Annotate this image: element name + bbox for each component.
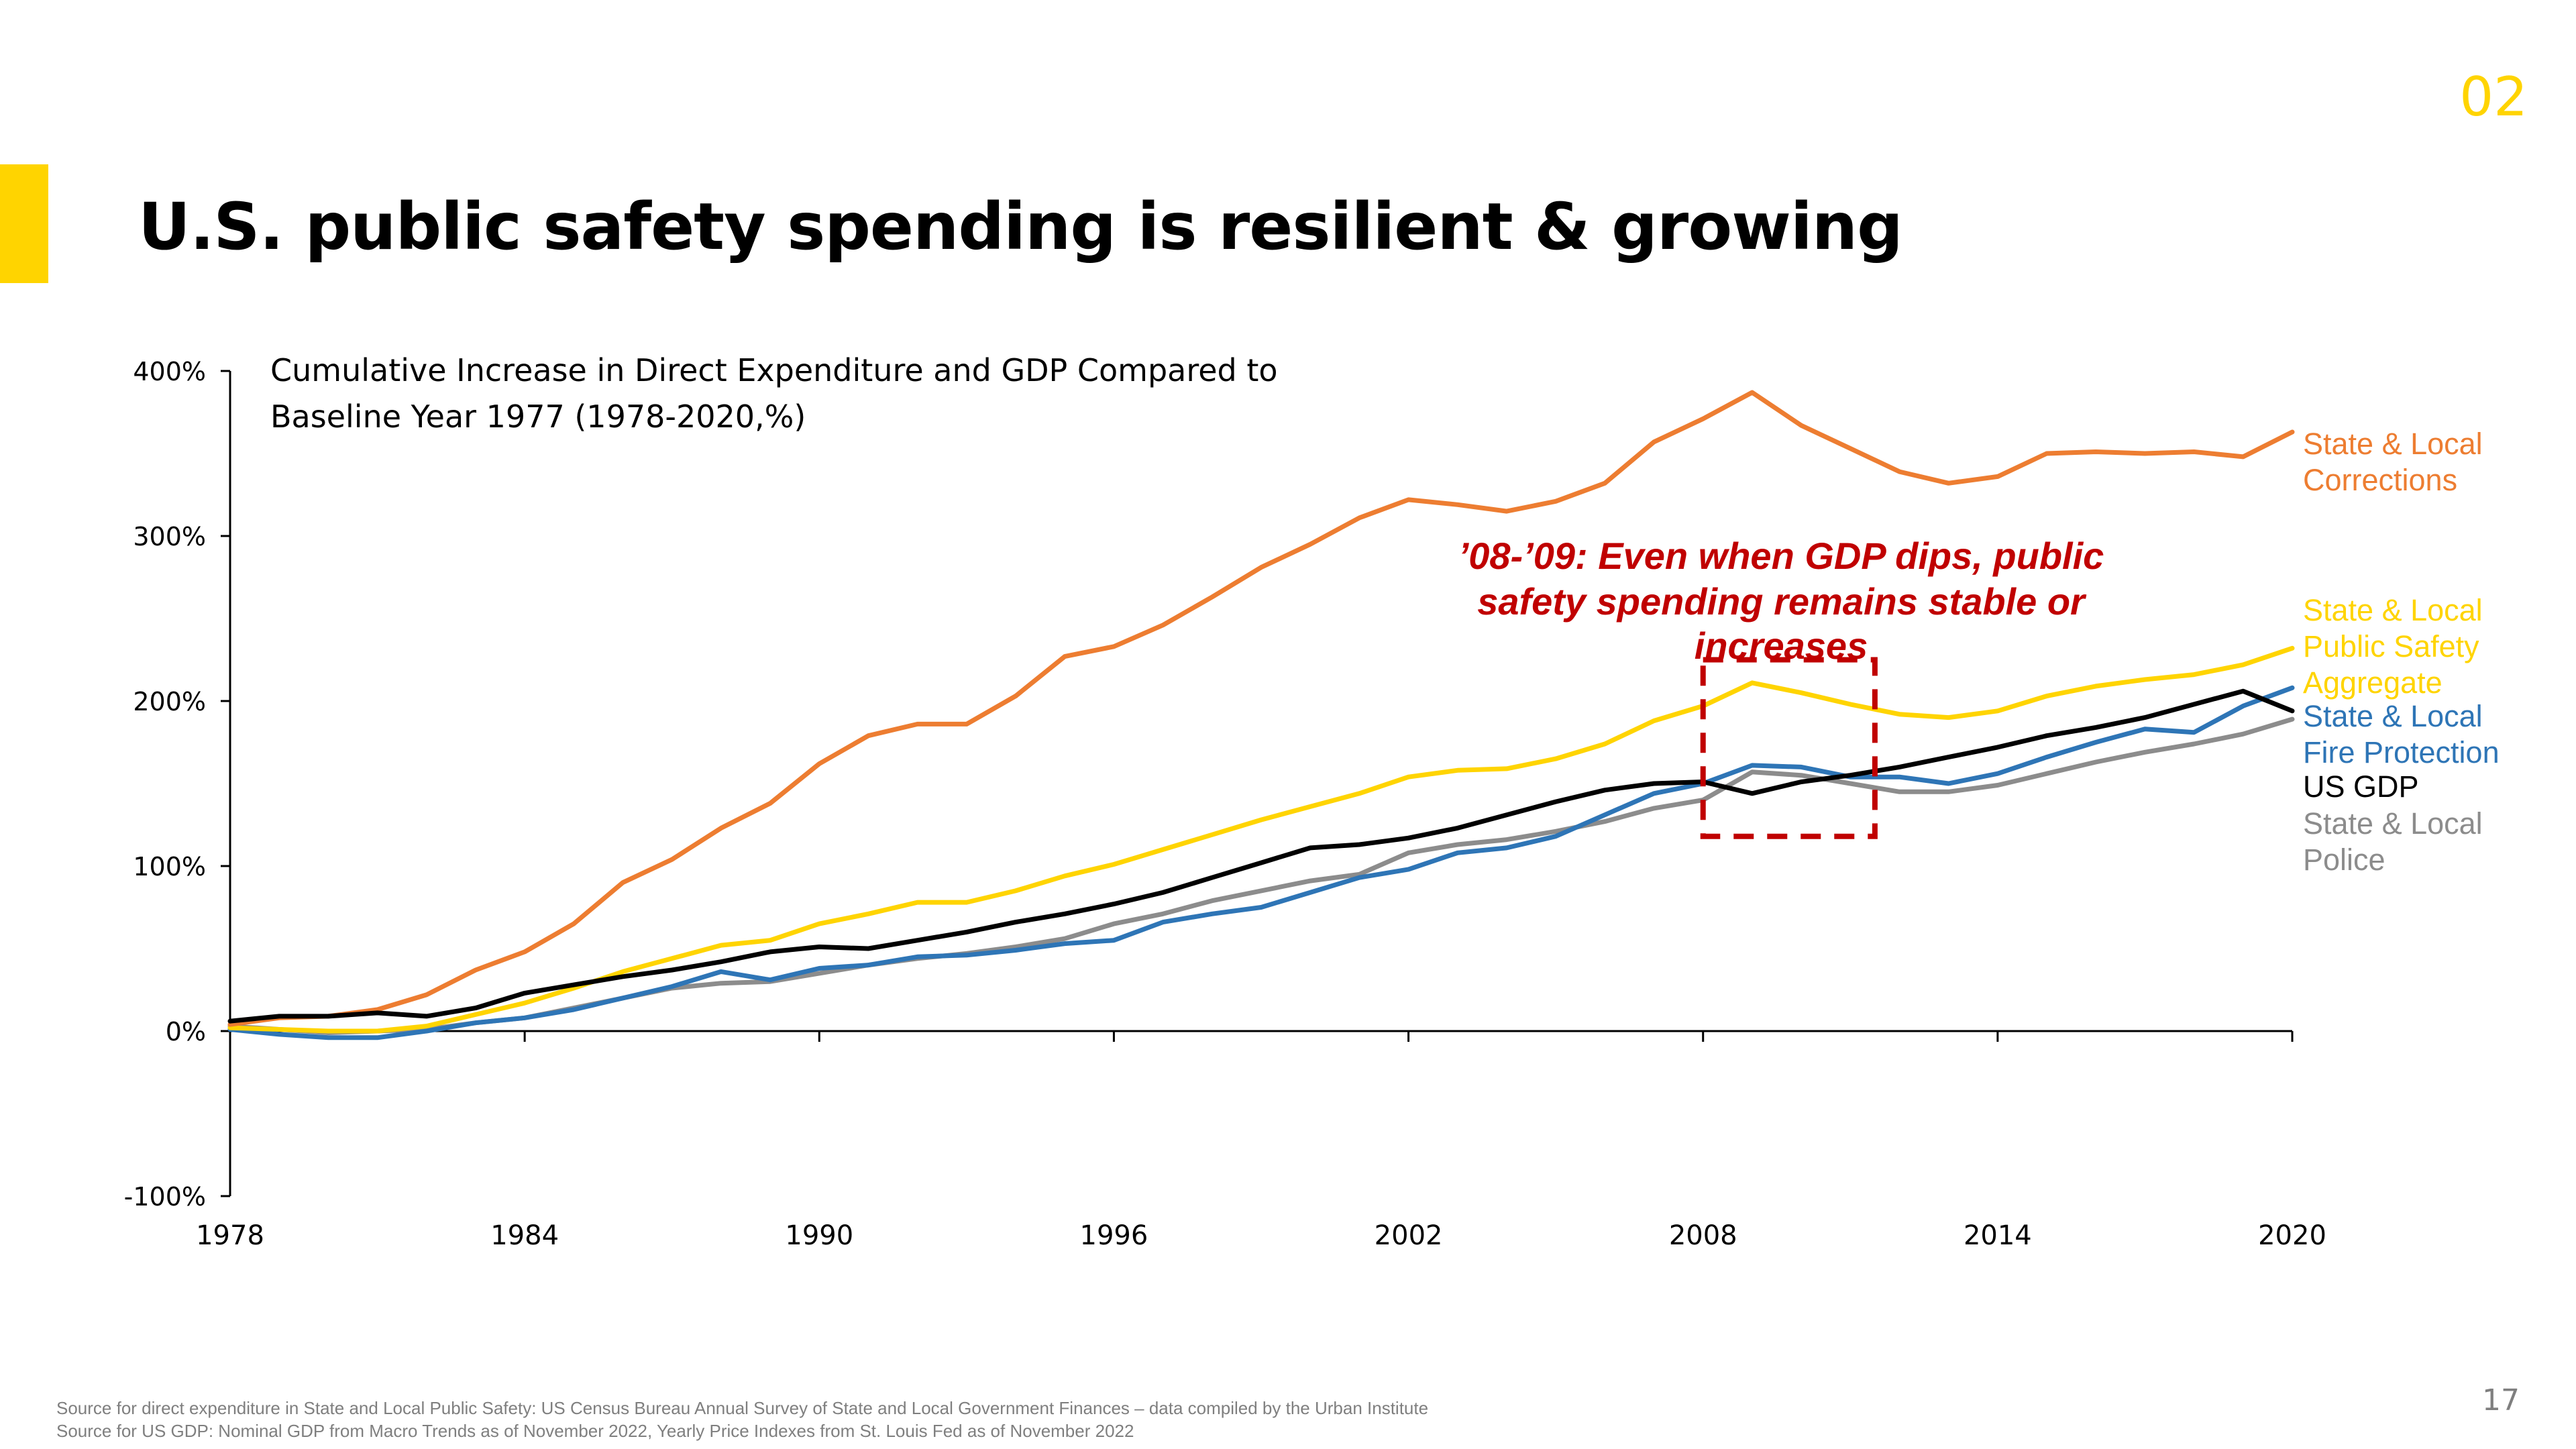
x-tick-label: 1984 <box>490 1220 559 1251</box>
y-tick-label: 200% <box>133 687 206 716</box>
annotation-text-line: safety spending remains stable or <box>1477 580 2087 623</box>
series-line-state-local-fire-protection <box>227 685 2295 1040</box>
annotation-dashed-box <box>1700 657 1878 839</box>
series-line-us-gdp <box>227 688 2295 1024</box>
y-tick-label: 100% <box>133 852 206 881</box>
annotation-text-line: increases <box>1695 625 1868 667</box>
x-tick-label: 2002 <box>1375 1220 1443 1251</box>
legend-label-us-gdp: US GDP <box>2303 769 2419 804</box>
footnote-source-gdp: Source for US GDP: Nominal GDP from Macr… <box>56 1421 1134 1441</box>
chart-title-line-1: Cumulative Increase in Direct Expenditur… <box>270 352 1278 388</box>
legend-label-state-local-police: Police <box>2303 843 2385 877</box>
x-tick-label: 2020 <box>2258 1220 2326 1251</box>
x-tick-label: 1990 <box>785 1220 853 1251</box>
footnote-source-expenditure: Source for direct expenditure in State a… <box>56 1398 1429 1418</box>
legend-label-state-local-corrections: Corrections <box>2303 463 2457 497</box>
chart-series-lines <box>227 390 2295 1040</box>
legend-label-state-local-public-safety-aggregate: Public Safety <box>2303 629 2479 663</box>
x-tick-label: 2014 <box>1964 1220 2032 1251</box>
chart-title-line-2: Baseline Year 1977 (1978-2020,%) <box>270 398 806 435</box>
slide-title: U.S. public safety spending is resilient… <box>138 189 1903 264</box>
y-tick-label: 0% <box>166 1017 206 1046</box>
legend-label-state-local-public-safety-aggregate: State & Local <box>2303 593 2483 627</box>
annotation-text-line: ’08-’09: Even when GDP dips, public <box>1458 535 2104 577</box>
section-number: 02 <box>2459 66 2528 128</box>
series-line-state-local-public-safety-aggregate <box>227 645 2295 1034</box>
legend-label-state-local-public-safety-aggregate: Aggregate <box>2303 665 2443 700</box>
chart-annotation: ’08-’09: Even when GDP dips, publicsafet… <box>1458 535 2104 839</box>
x-tick-label: 1996 <box>1080 1220 1148 1251</box>
series-line-state-local-corrections <box>227 390 2295 1027</box>
legend-label-state-local-police: State & Local <box>2303 806 2483 841</box>
legend-label-state-local-fire-protection: Fire Protection <box>2303 735 2500 769</box>
y-tick-label: 300% <box>133 522 206 551</box>
chart-axes: -100% 0% 100% 200% 300% 400% 1978 1984 1990 1996 2… <box>124 357 2326 1251</box>
x-tick-label: 1978 <box>196 1220 264 1251</box>
accent-bar <box>0 164 48 283</box>
legend-label-state-local-corrections: State & Local <box>2303 427 2483 461</box>
page-number: 17 <box>2482 1383 2520 1417</box>
series-line-state-local-police <box>227 716 2295 1035</box>
chart-text: Cumulative Increase in Direct Expenditur… <box>270 352 1278 435</box>
y-tick-label: -100% <box>124 1182 206 1212</box>
x-tick-label: 2008 <box>1669 1220 1737 1251</box>
legend-label-state-local-fire-protection: State & Local <box>2303 699 2483 733</box>
y-tick-label: 400% <box>133 357 206 386</box>
